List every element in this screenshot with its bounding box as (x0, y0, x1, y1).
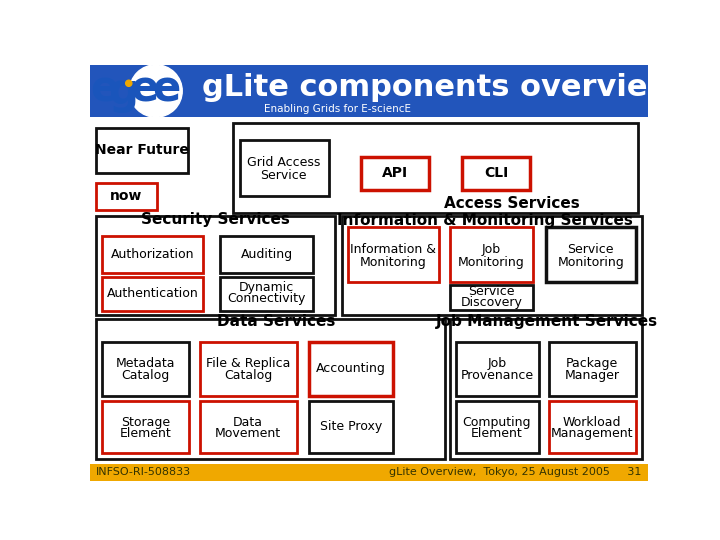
Text: Element: Element (120, 427, 171, 440)
FancyBboxPatch shape (546, 226, 636, 282)
FancyBboxPatch shape (462, 157, 530, 190)
FancyBboxPatch shape (451, 226, 534, 282)
Text: Site Proxy: Site Proxy (320, 420, 382, 433)
Text: Data Services: Data Services (217, 314, 336, 329)
FancyBboxPatch shape (96, 183, 157, 210)
Text: Monitoring: Monitoring (360, 256, 426, 269)
FancyBboxPatch shape (220, 236, 313, 273)
FancyBboxPatch shape (96, 217, 335, 315)
Text: API: API (382, 166, 408, 180)
Text: Catalog: Catalog (122, 369, 170, 382)
Text: Metadata: Metadata (116, 357, 176, 370)
Text: Accounting: Accounting (316, 362, 386, 375)
Text: CLI: CLI (484, 166, 508, 180)
Circle shape (126, 80, 132, 86)
Text: Service: Service (567, 243, 614, 256)
Text: Provenance: Provenance (460, 369, 534, 382)
Text: Element: Element (471, 427, 523, 440)
FancyBboxPatch shape (200, 342, 297, 396)
Text: Service: Service (261, 169, 307, 182)
Text: now: now (110, 190, 143, 204)
FancyBboxPatch shape (96, 128, 188, 173)
Circle shape (130, 65, 182, 117)
Text: Workload: Workload (563, 416, 621, 429)
FancyBboxPatch shape (102, 342, 189, 396)
Text: Security Services: Security Services (141, 212, 290, 227)
Text: Dynamic: Dynamic (239, 281, 294, 294)
FancyBboxPatch shape (102, 401, 189, 453)
Text: Management: Management (551, 427, 634, 440)
Text: Job: Job (487, 357, 506, 370)
Text: Near Future: Near Future (95, 143, 189, 157)
FancyBboxPatch shape (310, 342, 393, 396)
Text: g: g (109, 71, 138, 113)
Text: Movement: Movement (215, 427, 282, 440)
FancyBboxPatch shape (342, 217, 642, 315)
Text: Storage: Storage (121, 416, 171, 429)
FancyBboxPatch shape (549, 342, 636, 396)
Text: Package: Package (566, 357, 618, 370)
Text: e: e (152, 69, 180, 111)
FancyBboxPatch shape (456, 342, 539, 396)
FancyBboxPatch shape (220, 276, 313, 311)
FancyBboxPatch shape (456, 401, 539, 453)
Text: gLite Overview,  Tokyo, 25 August 2005     31: gLite Overview, Tokyo, 25 August 2005 31 (390, 467, 642, 477)
Text: Computing: Computing (463, 416, 531, 429)
FancyBboxPatch shape (310, 401, 393, 453)
Text: File & Replica: File & Replica (206, 357, 290, 370)
FancyBboxPatch shape (96, 319, 445, 459)
Text: Authentication: Authentication (107, 287, 199, 300)
Text: Job: Job (482, 243, 501, 256)
Text: Discovery: Discovery (461, 296, 523, 309)
FancyBboxPatch shape (200, 401, 297, 453)
Text: Auditing: Auditing (240, 248, 293, 261)
FancyBboxPatch shape (348, 226, 438, 282)
Text: e: e (90, 69, 118, 111)
Text: Service: Service (468, 286, 515, 299)
FancyBboxPatch shape (90, 464, 648, 481)
Text: Enabling Grids for E-sciencE: Enabling Grids for E-sciencE (264, 104, 411, 114)
Text: INFSO-RI-508833: INFSO-RI-508833 (96, 467, 192, 477)
FancyBboxPatch shape (451, 319, 642, 459)
FancyBboxPatch shape (90, 65, 648, 117)
Text: Data: Data (233, 416, 263, 429)
FancyBboxPatch shape (240, 140, 329, 195)
Text: Information & Monitoring Services: Information & Monitoring Services (337, 213, 633, 228)
FancyBboxPatch shape (102, 276, 203, 311)
Text: Monitoring: Monitoring (557, 256, 624, 269)
Text: Manager: Manager (564, 369, 620, 382)
FancyBboxPatch shape (102, 236, 203, 273)
Text: Access Services: Access Services (444, 196, 580, 211)
Text: Job Management Services: Job Management Services (436, 314, 658, 329)
Text: Catalog: Catalog (224, 369, 272, 382)
Text: Authorization: Authorization (111, 248, 194, 261)
Text: Grid Access: Grid Access (247, 156, 320, 169)
Text: Information &: Information & (350, 243, 436, 256)
FancyBboxPatch shape (451, 285, 534, 309)
FancyBboxPatch shape (233, 123, 638, 213)
Text: e: e (130, 69, 158, 111)
Text: Monitoring: Monitoring (458, 256, 525, 269)
FancyBboxPatch shape (549, 401, 636, 453)
FancyBboxPatch shape (361, 157, 429, 190)
Text: Connectivity: Connectivity (228, 292, 306, 305)
Text: gLite components overview: gLite components overview (202, 73, 675, 103)
